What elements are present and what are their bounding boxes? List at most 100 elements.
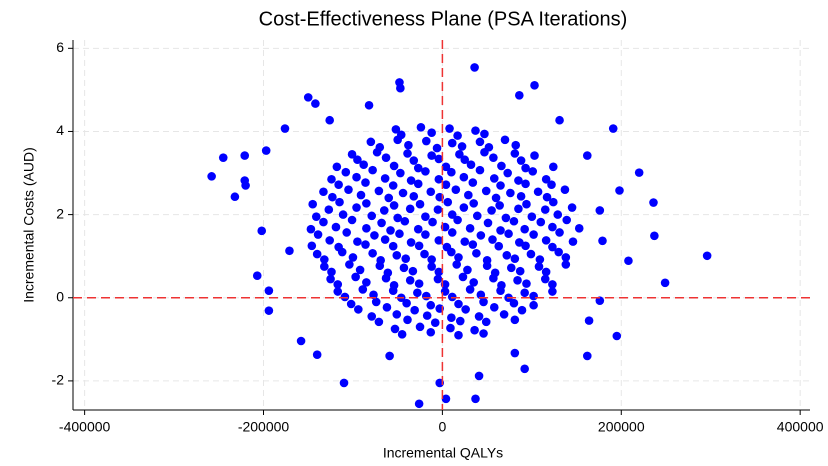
- point: [548, 280, 557, 289]
- point: [340, 292, 350, 302]
- point: [379, 206, 389, 215]
- point: [333, 287, 343, 296]
- point: [374, 186, 384, 196]
- point: [421, 136, 431, 146]
- point: [510, 149, 520, 158]
- point: [472, 248, 481, 258]
- point: [520, 288, 529, 298]
- point: [521, 179, 530, 189]
- point: [454, 299, 463, 309]
- point: [453, 215, 462, 225]
- point: [447, 313, 456, 323]
- point: [465, 285, 475, 294]
- point: [472, 211, 482, 221]
- point: [514, 204, 523, 214]
- point: [319, 217, 328, 227]
- point: [403, 315, 412, 325]
- point: [389, 201, 399, 210]
- point: [496, 226, 505, 235]
- point: [484, 142, 494, 152]
- point: [548, 242, 557, 252]
- x-tick-label: 400000: [777, 419, 824, 435]
- point: [352, 203, 361, 212]
- point: [377, 218, 386, 228]
- point: [331, 222, 341, 232]
- point: [503, 168, 512, 178]
- point: [306, 224, 316, 234]
- point: [427, 262, 436, 271]
- point: [400, 216, 410, 226]
- point: [389, 280, 399, 290]
- point: [264, 286, 274, 295]
- point: [482, 256, 492, 265]
- point: [380, 235, 390, 244]
- point: [489, 303, 499, 312]
- point: [441, 394, 451, 404]
- point: [380, 174, 390, 183]
- point: [312, 350, 322, 360]
- point: [488, 235, 497, 244]
- point: [383, 268, 393, 278]
- y-tick-label: 6: [56, 39, 64, 55]
- point: [561, 260, 571, 269]
- point: [413, 288, 422, 298]
- point: [353, 237, 362, 246]
- point: [474, 371, 484, 381]
- point: [441, 180, 451, 189]
- point: [522, 279, 531, 288]
- point: [361, 178, 370, 187]
- point: [334, 242, 343, 252]
- x-axis-label: Incremental QALYs: [383, 445, 503, 461]
- point: [465, 224, 475, 233]
- point: [374, 317, 384, 327]
- point: [434, 267, 444, 277]
- point: [452, 260, 462, 269]
- point: [442, 242, 452, 252]
- point: [548, 222, 557, 232]
- point: [389, 161, 399, 171]
- point: [624, 256, 633, 266]
- point: [443, 197, 453, 207]
- point: [320, 262, 329, 271]
- point: [509, 298, 519, 308]
- point: [441, 162, 451, 172]
- point: [491, 193, 501, 203]
- point: [650, 231, 659, 241]
- point: [396, 83, 405, 93]
- point: [549, 162, 558, 172]
- point: [561, 253, 571, 262]
- point: [388, 241, 398, 251]
- point: [409, 156, 419, 165]
- x-tick-label: -400000: [59, 419, 111, 435]
- point: [500, 135, 510, 145]
- point: [541, 267, 551, 277]
- point: [368, 165, 377, 175]
- point: [386, 226, 395, 235]
- point: [533, 187, 543, 197]
- point: [479, 329, 488, 338]
- point: [312, 249, 322, 259]
- point: [332, 162, 342, 172]
- point: [447, 292, 457, 302]
- point: [445, 124, 454, 133]
- point: [468, 178, 478, 187]
- point: [328, 192, 337, 202]
- point: [468, 240, 478, 249]
- point: [406, 176, 416, 185]
- point: [432, 143, 442, 153]
- point: [313, 230, 323, 239]
- point: [367, 211, 377, 221]
- point: [303, 93, 313, 102]
- point: [510, 315, 520, 325]
- point: [421, 212, 430, 221]
- point: [464, 190, 473, 200]
- point: [530, 81, 539, 90]
- point: [427, 151, 436, 160]
- point: [362, 199, 371, 208]
- point: [476, 231, 486, 240]
- point: [516, 156, 526, 165]
- point: [416, 123, 426, 132]
- point: [324, 205, 334, 214]
- point: [459, 172, 469, 182]
